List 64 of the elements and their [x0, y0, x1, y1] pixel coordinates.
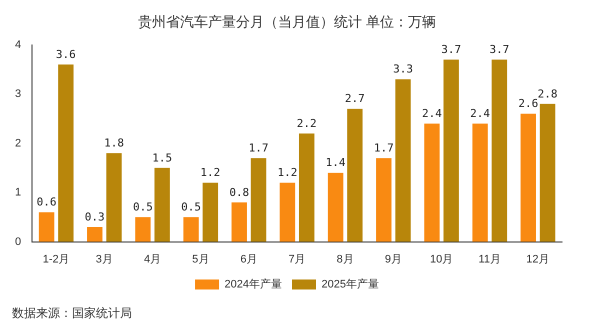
- data-label: 2.6: [518, 97, 538, 110]
- data-label: 1.2: [200, 166, 220, 180]
- bar: [232, 202, 247, 242]
- x-tick-label: 1-2月: [42, 253, 70, 266]
- data-label: 1.2: [277, 166, 298, 180]
- data-label: 0.5: [181, 200, 202, 214]
- x-tick-label: 9月: [384, 253, 402, 266]
- x-tick-label: 6月: [240, 253, 258, 266]
- data-label: 2.4: [422, 106, 442, 120]
- data-label: 1.7: [374, 141, 394, 154]
- bar: [472, 124, 488, 242]
- x-tick-label: 11月: [478, 253, 501, 266]
- bar: [395, 79, 411, 242]
- data-label: 0.5: [132, 200, 153, 214]
- x-tick-label: 7月: [288, 253, 306, 266]
- bar: [183, 217, 199, 242]
- data-label: 3.3: [393, 62, 413, 76]
- data-label: 0.3: [84, 210, 105, 224]
- x-tick-label: 4月: [144, 253, 162, 266]
- data-label: 1.5: [152, 151, 172, 164]
- bar: [202, 182, 218, 242]
- y-tick-label: 2: [14, 137, 22, 150]
- x-tick-label: 5月: [192, 253, 210, 266]
- data-label: 2.8: [538, 87, 558, 100]
- bar: [250, 158, 266, 242]
- legend-label: 2025年产量: [322, 278, 379, 291]
- bar: [298, 133, 314, 242]
- bar: [492, 60, 508, 242]
- data-label: 3.7: [489, 42, 510, 56]
- chart-title: 贵州省汽车产量分月（当月值）统计 单位：万辆: [138, 13, 436, 30]
- y-tick-label: 0: [14, 236, 22, 248]
- bar: [280, 182, 296, 242]
- data-label: 1.7: [248, 141, 268, 154]
- x-tick-label: 10月: [430, 253, 454, 266]
- data-label: 2.2: [296, 116, 317, 130]
- data-label: 1.4: [326, 156, 346, 170]
- bar: [38, 212, 54, 242]
- bar: [444, 60, 459, 242]
- bar: [135, 217, 151, 242]
- data-label: 0.8: [229, 186, 250, 199]
- y-tick-label: 3: [14, 88, 22, 100]
- x-tick-label: 3月: [96, 253, 113, 266]
- x-tick-label: 12月: [526, 253, 550, 266]
- bar: [87, 227, 102, 242]
- bar: [58, 64, 74, 242]
- x-tick-label: 8月: [336, 253, 354, 266]
- data-label: 1.8: [104, 136, 124, 150]
- legend-label: 2024年产量: [224, 278, 282, 291]
- bar: [347, 108, 363, 242]
- y-tick-label: 1: [14, 186, 22, 199]
- data-label: 2.7: [344, 92, 365, 106]
- bar: [376, 158, 392, 242]
- bar: [540, 104, 556, 242]
- data-label: 2.4: [470, 106, 490, 120]
- bar: [328, 172, 344, 242]
- source-note: 数据来源：国家统计局: [12, 306, 132, 320]
- data-label: 3.7: [441, 42, 462, 56]
- bar: [106, 153, 122, 242]
- data-label: 0.6: [36, 196, 57, 209]
- bar: [154, 168, 170, 242]
- data-label: 3.6: [56, 48, 76, 61]
- bar: [520, 114, 536, 242]
- bar: [424, 124, 440, 242]
- y-tick-label: 4: [14, 38, 22, 51]
